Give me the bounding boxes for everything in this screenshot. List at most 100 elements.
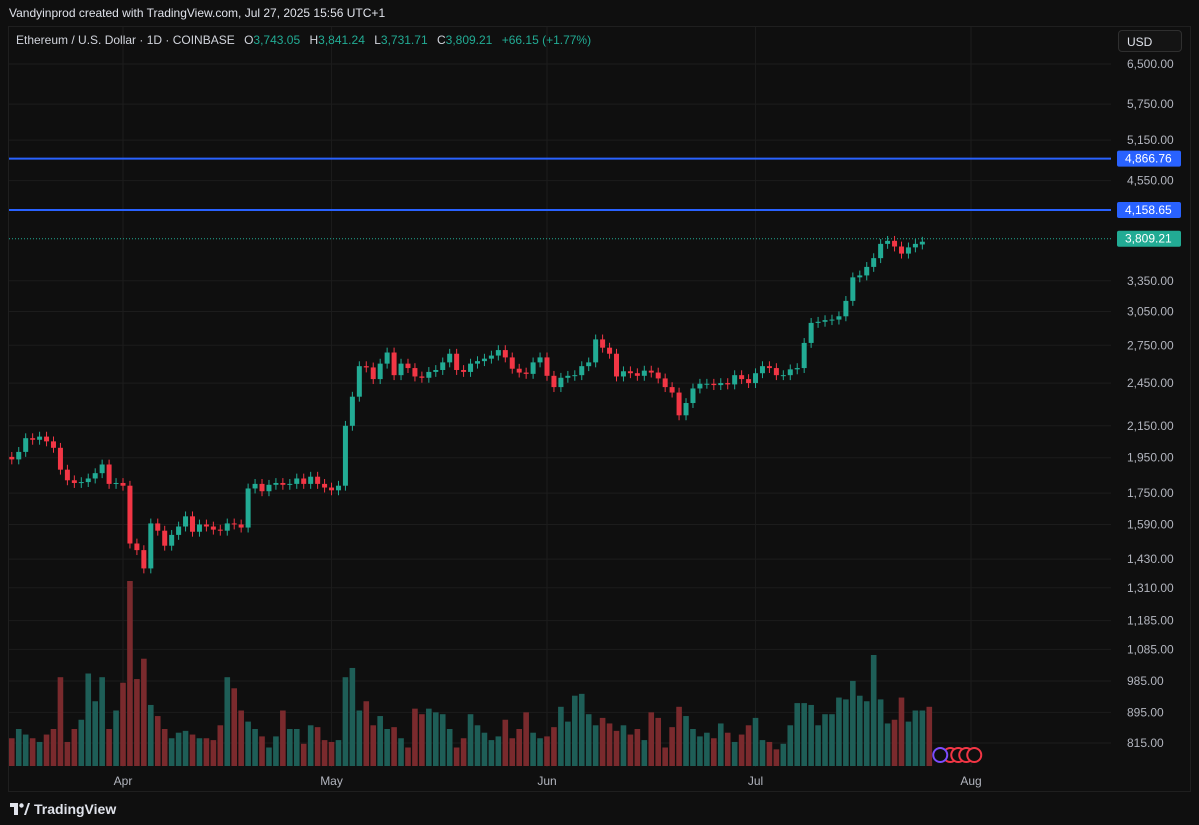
candle-body (259, 483, 265, 492)
volume-bar (252, 729, 258, 766)
candle-body (440, 362, 446, 370)
candle-body (857, 275, 863, 278)
candlestick-chart[interactable]: 4,866.76 4,158.65 3,809.21 6,500.00 5,750.0… (9, 27, 1192, 793)
low-value: 3,731.71 (380, 33, 428, 47)
volume-bar (273, 736, 279, 766)
volume-bar (662, 747, 668, 766)
candle-body (113, 482, 119, 484)
candle-body (746, 379, 752, 384)
candle-body (579, 366, 585, 376)
volume-bar (168, 738, 175, 766)
y-tick-label: 985.00 (1127, 674, 1164, 688)
volume-bar (711, 738, 717, 766)
level-price-label: 4,866.76 (1125, 152, 1172, 166)
x-tick-label: May (320, 774, 343, 788)
candle-body (356, 366, 362, 397)
volume-bar (537, 738, 543, 766)
volume-bar (551, 727, 557, 766)
candle-body (843, 300, 849, 317)
candle-body (176, 526, 182, 535)
volume-bar (877, 699, 884, 766)
volume-bar (530, 732, 536, 766)
candle-body (634, 373, 640, 376)
volume-bar (627, 734, 634, 766)
candle-body (30, 438, 36, 440)
candles (9, 235, 925, 574)
candle-body (127, 485, 133, 544)
volume-bar (391, 727, 397, 766)
volume-bar (36, 741, 43, 766)
y-tick-label: 1,310.00 (1127, 581, 1174, 595)
x-tick-label: Jul (748, 774, 763, 788)
chart-pane[interactable]: 4,866.76 4,158.65 3,809.21 6,500.00 5,750.0… (8, 26, 1191, 792)
y-tick-label: 2,150.00 (1127, 419, 1174, 433)
candle-body (481, 358, 487, 362)
candle-body (836, 316, 842, 320)
candle-body (23, 438, 29, 452)
symbol-title: Ethereum / U.S. Dollar · 1D · COINBASE (16, 33, 235, 47)
candle-body (558, 377, 564, 388)
volume-bar (57, 677, 64, 766)
volume-bar (850, 680, 856, 766)
volume-bar (801, 703, 807, 766)
candle-body (815, 321, 821, 323)
symbol-legend: Ethereum / U.S. Dollar · 1D · COINBASE O… (16, 31, 591, 49)
y-tick-label: 1,590.00 (1127, 517, 1174, 531)
volume-bar (92, 701, 98, 766)
currency-button[interactable]: USD (1118, 30, 1182, 52)
volume-bar (287, 729, 293, 766)
candle-body (287, 483, 293, 485)
volume-bar (259, 736, 265, 766)
candle-body (488, 355, 494, 359)
candle-body (412, 368, 418, 377)
candle-body (704, 383, 710, 385)
candle-body (294, 478, 300, 484)
candle-body (871, 258, 877, 267)
candle-body (301, 478, 307, 484)
volume-bar (384, 729, 390, 766)
candle-body (850, 277, 856, 301)
volume-bar (335, 740, 342, 766)
volume-bar (224, 677, 231, 766)
y-tick-label: 1,750.00 (1127, 486, 1174, 500)
candle-body (196, 524, 202, 532)
volume-bar (293, 729, 300, 766)
x-tick-label: Aug (960, 774, 981, 788)
candle-body (315, 476, 321, 484)
volume-bar (488, 740, 495, 766)
candle-body (308, 476, 314, 484)
volume-bar (154, 716, 161, 766)
candle-body (280, 482, 286, 485)
volume-bar (113, 710, 119, 766)
volume-bar (196, 738, 203, 766)
y-tick-label: 2,450.00 (1127, 376, 1174, 390)
candle-body (808, 322, 814, 343)
volume-bar (203, 738, 210, 766)
volume-bar (766, 741, 773, 766)
tradingview-logo[interactable]: TradingView (10, 800, 116, 818)
candle-body (822, 320, 828, 322)
volume-bar (585, 714, 592, 766)
last-price-label: 3,809.21 (1125, 232, 1172, 246)
candle-body (829, 319, 835, 321)
volume-bar (648, 712, 655, 766)
volume-bar (363, 701, 370, 766)
candle-body (892, 240, 898, 247)
candle-body (523, 372, 529, 374)
volume-bar (127, 581, 133, 766)
candle-body (461, 369, 467, 372)
volume-bar (516, 729, 522, 766)
volume-bar (843, 699, 849, 766)
candle-body (71, 480, 77, 483)
volume-bar (606, 723, 613, 766)
candle-body (662, 378, 668, 388)
candle-body (210, 526, 216, 530)
volume-bar (120, 682, 126, 766)
candle-body (690, 388, 696, 404)
candle-body (530, 362, 536, 374)
grid-lines (9, 27, 1111, 767)
candle-body (697, 383, 703, 389)
volume-bar (29, 738, 36, 766)
lightning-event-icon (932, 747, 949, 763)
y-tick-label: 1,430.00 (1127, 552, 1174, 566)
